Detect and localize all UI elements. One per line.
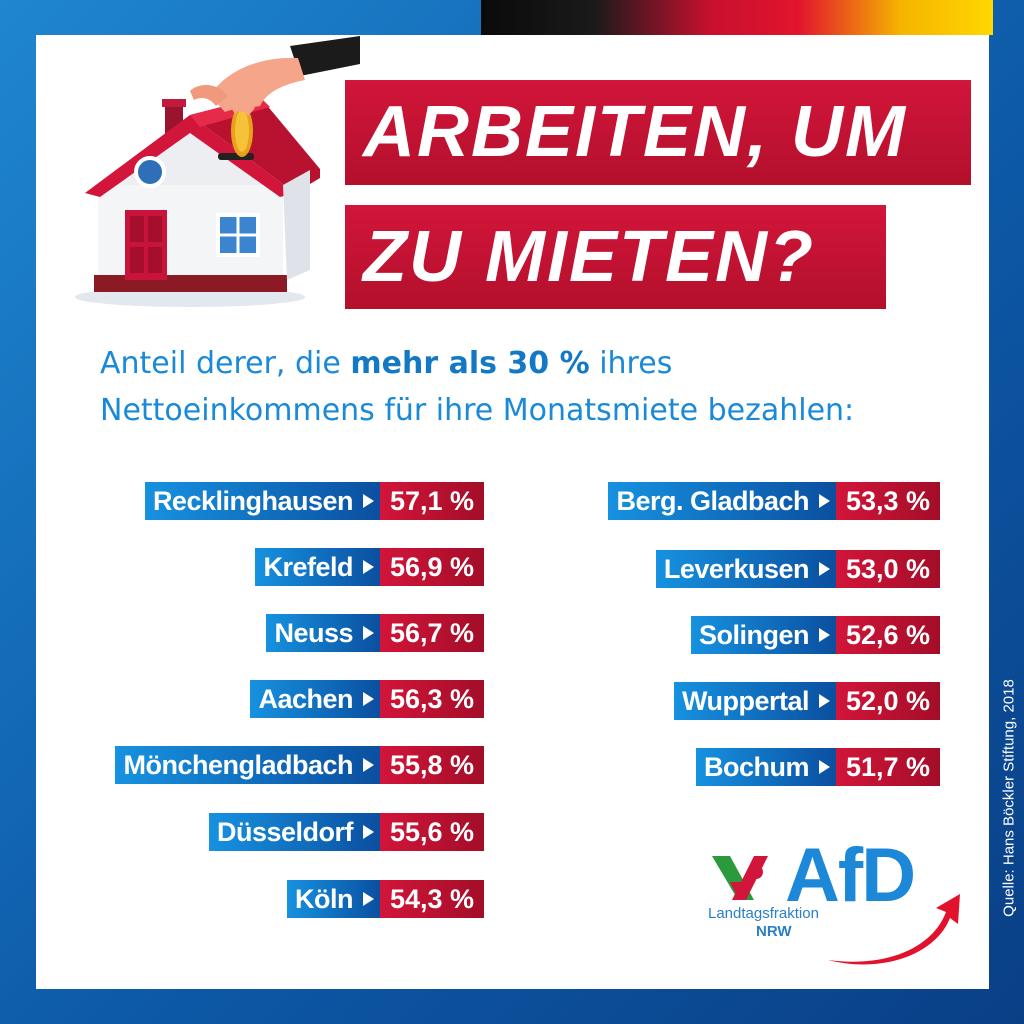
logo-line2: NRW	[756, 923, 792, 940]
german-flag-stripe	[481, 0, 993, 35]
percent-value: 54,3 %	[380, 880, 484, 918]
house-icon	[75, 97, 320, 307]
list-item: Berg. Gladbach 53,3 %	[608, 482, 940, 520]
title-line-1: ARBEITEN, UM	[345, 80, 971, 185]
list-item: Krefeld 56,9 %	[255, 548, 484, 586]
arrow-right-icon	[363, 758, 374, 772]
list-item: Solingen 52,6 %	[691, 616, 940, 654]
city-name: Düsseldorf	[216, 817, 354, 847]
subtitle-part2: ihres Nettoeinkommens für ihre Monatsmie…	[100, 346, 855, 428]
list-item: Neuss 56,7 %	[266, 614, 484, 652]
city-name: Neuss	[274, 618, 353, 648]
list-item: Aachen 56,3 %	[250, 680, 484, 718]
subtitle: Anteil derer, die mehr als 30 % ihres Ne…	[100, 340, 940, 434]
list-item: Köln 54,3 %	[287, 880, 484, 918]
percent-value: 55,6 %	[380, 813, 484, 851]
city-name: Aachen	[258, 684, 353, 714]
city-name: Bochum	[704, 752, 810, 782]
subtitle-bold: mehr als 30 %	[350, 346, 590, 381]
city-name: Berg. Gladbach	[616, 486, 809, 516]
percent-value: 51,7 %	[836, 748, 940, 786]
city-name: Leverkusen	[663, 554, 810, 584]
arrow-right-icon	[819, 760, 830, 774]
nrw-emblem-icon	[712, 856, 768, 900]
city-name: Köln	[295, 884, 354, 914]
city-name: Recklinghausen	[152, 486, 354, 516]
arrow-right-icon	[363, 825, 374, 839]
percent-value: 52,6 %	[836, 616, 940, 654]
arrow-right-icon	[363, 692, 374, 706]
afd-logo	[712, 856, 960, 965]
arrow-right-icon	[819, 494, 830, 508]
list-item: Düsseldorf 55,6 %	[208, 813, 484, 851]
percent-value: 55,8 %	[380, 746, 484, 784]
hand-coin-icon	[190, 36, 360, 157]
logo-line1: Landtagsfraktion	[708, 905, 819, 922]
arrow-right-icon	[363, 494, 374, 508]
city-name: Solingen	[699, 620, 810, 650]
city-name: Mönchengladbach	[123, 750, 353, 780]
city-name: Krefeld	[263, 552, 353, 582]
percent-value: 56,7 %	[380, 614, 484, 652]
percent-value: 57,1 %	[380, 482, 484, 520]
list-item: Bochum 51,7 %	[696, 748, 940, 786]
source-note: Quelle: Hans Böckler Stiftung, 2018	[1000, 658, 1018, 938]
arrow-right-icon	[363, 892, 374, 906]
arrow-right-icon	[819, 562, 830, 576]
percent-value: 53,3 %	[836, 482, 940, 520]
subtitle-part1: Anteil derer, die	[100, 346, 351, 381]
list-item: Leverkusen 53,0 %	[655, 550, 940, 588]
percent-value: 53,0 %	[836, 550, 940, 588]
percent-value: 56,3 %	[380, 680, 484, 718]
logo-name: AfD	[785, 833, 916, 918]
percent-value: 56,9 %	[380, 548, 484, 586]
city-name: Wuppertal	[681, 686, 810, 716]
source-text: Quelle: Hans Böckler Stiftung, 2018	[1000, 679, 1018, 917]
percent-value: 52,0 %	[836, 682, 940, 720]
list-item: Mönchengladbach 55,8 %	[115, 746, 484, 784]
arrow-right-icon	[819, 628, 830, 642]
arrow-right-icon	[819, 694, 830, 708]
arrow-right-icon	[363, 560, 374, 574]
list-item: Recklinghausen 57,1 %	[144, 482, 484, 520]
arrow-right-icon	[363, 626, 374, 640]
title-line-2: ZU MIETEN?	[345, 205, 886, 309]
list-item: Wuppertal 52,0 %	[673, 682, 940, 720]
